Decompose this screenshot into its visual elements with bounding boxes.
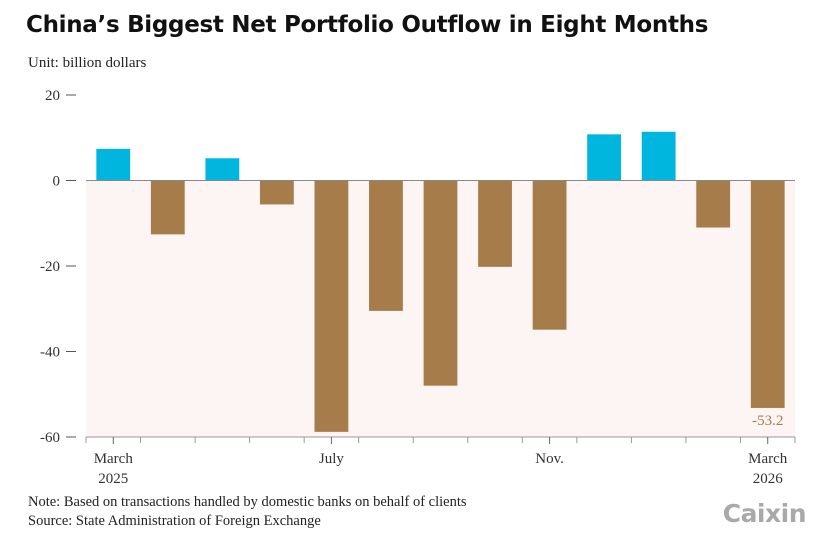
bar [641,131,676,181]
bar [150,180,185,235]
caixin-logo: Caixin [722,499,807,528]
x-tick-label: March [94,451,134,467]
bar [750,180,785,408]
bar-chart: 20 0 -20 -40 -60 March 2025 July Nov. March 2026 -5… [40,88,796,487]
bar [259,180,294,205]
x-tick-label: 2026 [753,471,784,487]
bar [369,180,403,311]
x-tick-label: 2025 [98,471,128,487]
bar [314,180,349,432]
bar [423,180,458,386]
bar [205,158,240,181]
y-tick-label: -60 [40,430,60,446]
bar [532,180,567,330]
data-label: -53.2 [752,413,783,429]
unit-label: Unit: billion dollars [28,55,147,71]
x-tick-label: July [319,451,345,467]
bar [696,180,731,228]
bar [587,134,622,181]
x-tick-label: Nov. [535,451,564,467]
bar [478,180,512,267]
y-tick-label: 20 [45,88,60,104]
source-text: Source: State Administration of Foreign … [28,513,321,529]
chart-title: China’s Biggest Net Portfolio Outflow in… [26,12,709,38]
x-tick-label: March [748,451,788,467]
y-tick-label: 0 [53,174,61,190]
y-tick-label: -20 [40,259,60,275]
note-text: Note: Based on transactions handled by d… [28,494,467,510]
chart-notes: Note: Based on transactions handled by d… [28,493,467,531]
y-tick-label: -40 [40,345,60,361]
bar [96,148,131,181]
